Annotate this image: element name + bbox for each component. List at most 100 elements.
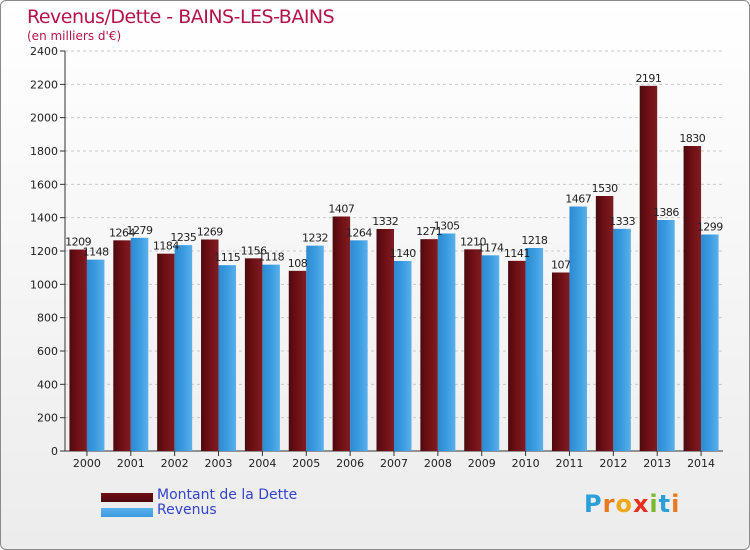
data-label-revenus: 1235 bbox=[170, 231, 196, 244]
y-tick-label: 1000 bbox=[30, 278, 58, 291]
data-label-revenus: 1232 bbox=[302, 232, 328, 245]
x-tick-label: 2005 bbox=[292, 457, 320, 470]
y-tick-label: 600 bbox=[37, 345, 58, 358]
x-tick-label: 2003 bbox=[205, 457, 233, 470]
y-tick-label: 1200 bbox=[30, 245, 58, 258]
bar-revenus bbox=[569, 206, 587, 451]
x-tick-label: 2008 bbox=[424, 457, 452, 470]
bar-dette bbox=[464, 249, 482, 451]
bar-revenus bbox=[350, 240, 368, 451]
data-label-dette: 1332 bbox=[372, 215, 398, 228]
y-tick-label: 1800 bbox=[30, 145, 58, 158]
data-label-dette: 1407 bbox=[328, 203, 354, 216]
y-tick-label: 2200 bbox=[30, 78, 58, 91]
logo-letter: r bbox=[602, 490, 616, 518]
chart-subtitle: (en milliers d'€) bbox=[27, 29, 122, 43]
data-label-revenus: 1299 bbox=[697, 221, 723, 234]
y-tick-label: 200 bbox=[37, 412, 58, 425]
data-label-revenus: 1218 bbox=[521, 234, 547, 247]
logo-letter: x bbox=[632, 490, 650, 518]
data-label-revenus: 1264 bbox=[346, 226, 372, 239]
bar-revenus bbox=[262, 264, 280, 451]
legend-label-dette: Montant de la Dette bbox=[157, 487, 298, 503]
data-label-dette: 2191 bbox=[635, 72, 661, 85]
x-tick-label: 2007 bbox=[380, 457, 408, 470]
bar-revenus bbox=[701, 234, 719, 451]
bar-revenus bbox=[613, 228, 631, 451]
x-tick-label: 2010 bbox=[512, 457, 540, 470]
x-tick-label: 2011 bbox=[555, 457, 583, 470]
data-label-revenus: 1115 bbox=[214, 251, 240, 264]
bar-revenus bbox=[481, 255, 500, 451]
data-label-dette: 1269 bbox=[197, 226, 223, 239]
bar-dette bbox=[201, 239, 219, 451]
bar-revenus bbox=[306, 245, 324, 451]
bar-revenus bbox=[174, 245, 193, 451]
logo-letter: P bbox=[584, 490, 603, 518]
bar-revenus bbox=[394, 261, 412, 451]
bar-dette bbox=[551, 272, 570, 451]
bar-dette bbox=[113, 240, 131, 451]
data-label-dette: 1271 bbox=[416, 225, 442, 238]
bar-dette bbox=[508, 260, 526, 451]
bar-dette bbox=[683, 146, 702, 451]
bar-revenus bbox=[657, 220, 675, 451]
y-tick-label: 1600 bbox=[30, 178, 58, 191]
x-tick-label: 2001 bbox=[117, 457, 145, 470]
y-tick-label: 400 bbox=[37, 378, 58, 391]
legend-label-revenus: Revenus bbox=[157, 502, 217, 518]
bar-dette bbox=[244, 258, 263, 451]
x-tick-label: 2013 bbox=[643, 457, 671, 470]
logo-letter: i bbox=[649, 490, 659, 518]
bar-dette bbox=[332, 216, 351, 451]
logo-letter: i bbox=[671, 490, 681, 518]
x-tick-label: 2009 bbox=[468, 457, 496, 470]
data-label-revenus: 1118 bbox=[258, 251, 284, 264]
data-label-dette: 1184 bbox=[153, 240, 179, 253]
data-label-revenus: 1279 bbox=[127, 224, 153, 237]
bar-dette bbox=[376, 229, 394, 451]
y-tick-label: 2000 bbox=[30, 112, 58, 125]
data-label-dette: 107 bbox=[551, 259, 571, 272]
x-tick-label: 2004 bbox=[248, 457, 276, 470]
bar-dette bbox=[288, 270, 307, 451]
x-tick-label: 2012 bbox=[599, 457, 627, 470]
legend-swatch-revenus bbox=[101, 508, 153, 517]
y-tick-label: 0 bbox=[51, 445, 58, 458]
x-tick-label: 2006 bbox=[336, 457, 364, 470]
data-label-dette: 1156 bbox=[241, 244, 267, 257]
data-label-revenus: 1333 bbox=[609, 215, 635, 228]
x-tick-label: 2000 bbox=[73, 457, 101, 470]
logo-letter: t bbox=[658, 490, 672, 518]
data-label-dette: 1209 bbox=[65, 236, 91, 249]
data-label-dette: 1830 bbox=[679, 132, 705, 145]
data-label-revenus: 1148 bbox=[83, 246, 109, 259]
data-label-revenus: 1305 bbox=[434, 220, 460, 233]
y-tick-label: 1400 bbox=[30, 212, 58, 225]
proxiti-logo: Proxiti bbox=[584, 490, 680, 518]
x-tick-label: 2014 bbox=[687, 457, 715, 470]
bar-dette bbox=[595, 196, 614, 451]
data-label-dette: 1530 bbox=[592, 182, 618, 195]
bar-revenus bbox=[437, 233, 456, 451]
bar-dette bbox=[157, 253, 175, 451]
bar-dette bbox=[420, 239, 438, 451]
bar-dette bbox=[69, 249, 87, 451]
bar-revenus bbox=[86, 259, 105, 451]
bar-dette bbox=[639, 85, 658, 451]
data-label-dette: 1264 bbox=[109, 226, 135, 239]
data-label-revenus: 1140 bbox=[390, 247, 416, 260]
x-tick-label: 2002 bbox=[161, 457, 189, 470]
data-label-dette: 1141 bbox=[504, 247, 530, 260]
data-label-dette: 108 bbox=[288, 257, 308, 270]
data-label-revenus: 1386 bbox=[653, 206, 679, 219]
logo-letter: o bbox=[615, 490, 633, 518]
data-label-revenus: 1467 bbox=[565, 193, 591, 206]
bar-revenus bbox=[218, 265, 237, 451]
y-tick-label: 2400 bbox=[30, 45, 58, 58]
bar-revenus bbox=[525, 248, 544, 451]
data-label-revenus: 1174 bbox=[477, 241, 503, 254]
y-tick-label: 800 bbox=[37, 312, 58, 325]
